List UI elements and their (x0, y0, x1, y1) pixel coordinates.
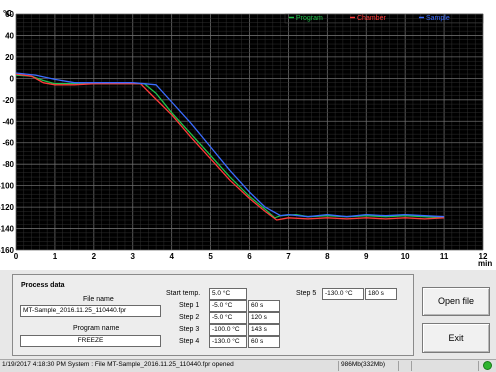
x-axis-unit-label: min (478, 259, 492, 268)
file-name-field: MT-Sample_2016.11.25_110440.fpr (20, 305, 161, 317)
step-2-label: Step 2 (179, 314, 200, 321)
x-tick-label: 8 (325, 252, 330, 261)
x-tick-label: 10 (401, 252, 410, 261)
status-bar: 1/19/2017 4:18:30 PM System : File MT-Sa… (0, 359, 496, 372)
series-line-chamber (15, 73, 445, 221)
step-4-temp: -130.0 °C (209, 336, 247, 348)
y-tick-label: -40 (2, 117, 14, 126)
y-axis-unit-label: °C (3, 9, 12, 18)
step-3-time: 143 s (248, 324, 280, 336)
program-name-field: FREEZE (20, 335, 161, 347)
y-tick-label: -120 (0, 203, 15, 212)
y-tick-label: -160 (0, 246, 15, 255)
status-separator (338, 361, 339, 371)
chart-svg: 6040200-20-40-60-80-100-120-140-16001234… (0, 9, 493, 268)
legend-box (284, 13, 484, 24)
series-line-sample (15, 72, 445, 218)
temperature-chart: 6040200-20-40-60-80-100-120-140-16001234… (0, 0, 496, 270)
status-ok-icon (483, 361, 492, 370)
step-1-label: Step 1 (179, 302, 200, 309)
legend-label-chamber: Chamber (357, 15, 386, 22)
step-5-time: 180 s (365, 288, 397, 300)
x-tick-label: 5 (208, 252, 213, 261)
bottom-panel: Process data File name MT-Sample_2016.11… (0, 270, 496, 359)
start-temp-field: 5.0 °C (209, 288, 247, 300)
step-1-temp: -5.0 °C (209, 300, 247, 312)
legend-label-sample: Sample (426, 15, 450, 22)
status-separator (398, 361, 399, 371)
x-tick-label: 3 (131, 252, 136, 261)
step-2-temp: -5.0 °C (209, 312, 247, 324)
y-tick-label: -140 (0, 225, 15, 234)
y-tick-label: 40 (5, 31, 14, 40)
file-name-label: File name (83, 296, 114, 303)
step-4-label: Step 4 (179, 338, 200, 345)
x-tick-label: 2 (92, 252, 97, 261)
x-tick-label: 12 (479, 252, 488, 261)
y-tick-label: -100 (0, 182, 15, 191)
status-separator (411, 361, 412, 371)
step-4-time: 60 s (248, 336, 280, 348)
process-data-title: Process data (21, 282, 65, 289)
y-tick-label: -60 (2, 139, 14, 148)
x-tick-label: 11 (440, 252, 449, 261)
open-file-button[interactable]: Open file (422, 287, 490, 316)
legend-label-program: Program (296, 15, 323, 22)
step-3-label: Step 3 (179, 326, 200, 333)
x-tick-label: 0 (14, 252, 19, 261)
status-message: 1/19/2017 4:18:30 PM System : File MT-Sa… (2, 361, 234, 368)
y-tick-label: -20 (2, 96, 14, 105)
y-tick-label: 0 (10, 74, 15, 83)
x-tick-label: 7 (286, 252, 291, 261)
x-tick-label: 4 (169, 252, 174, 261)
step-5-temp: -130.0 °C (322, 288, 364, 300)
status-memory: 986Mb(332Mb) (341, 361, 386, 368)
y-tick-label: 60 (5, 10, 14, 19)
step-2-time: 120 s (248, 312, 280, 324)
step-5-label: Step 5 (296, 290, 317, 297)
y-tick-label: 20 (5, 53, 14, 62)
program-name-label: Program name (73, 325, 120, 332)
y-tick-label: -80 (2, 160, 14, 169)
exit-button[interactable]: Exit (422, 323, 490, 353)
x-tick-label: 9 (364, 252, 369, 261)
process-data-group: Process data File name MT-Sample_2016.11… (12, 274, 414, 356)
status-separator (478, 361, 479, 371)
start-temp-label: Start temp. (166, 290, 201, 297)
step-3-temp: -100.0 °C (209, 324, 247, 336)
step-1-time: 60 s (248, 300, 280, 312)
x-tick-label: 1 (53, 252, 58, 261)
series-line-program (15, 74, 445, 219)
x-tick-label: 6 (247, 252, 252, 261)
